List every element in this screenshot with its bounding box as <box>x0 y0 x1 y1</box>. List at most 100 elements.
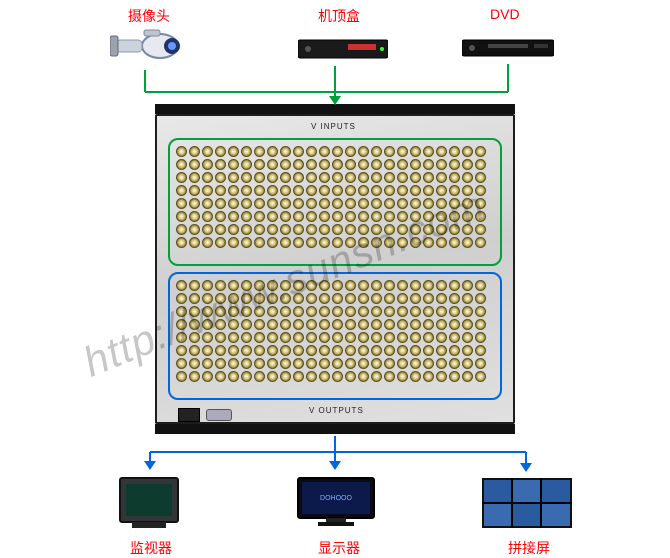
bnc-port <box>436 293 447 304</box>
bnc-port <box>306 332 317 343</box>
bnc-port <box>280 332 291 343</box>
bnc-port <box>462 211 473 222</box>
bnc-port <box>254 332 265 343</box>
bnc-port <box>306 172 317 183</box>
bnc-port <box>267 293 278 304</box>
bnc-port <box>384 371 395 382</box>
bnc-port <box>423 237 434 248</box>
arrow-segment <box>149 452 151 461</box>
bnc-port <box>280 159 291 170</box>
bnc-port <box>332 371 343 382</box>
bnc-port <box>202 146 213 157</box>
bnc-port <box>332 185 343 196</box>
bnc-port <box>436 211 447 222</box>
arrow-head-icon <box>520 463 532 472</box>
bnc-port <box>267 371 278 382</box>
arrow-segment <box>144 70 146 92</box>
bnc-port <box>345 319 356 330</box>
bnc-port <box>228 293 239 304</box>
bnc-port <box>254 293 265 304</box>
bnc-port <box>345 224 356 235</box>
bnc-port <box>332 358 343 369</box>
bnc-port <box>397 358 408 369</box>
arrow-segment <box>507 64 509 92</box>
bnc-port <box>449 345 460 356</box>
bnc-port <box>176 345 187 356</box>
bnc-port <box>371 371 382 382</box>
bnc-port <box>319 293 330 304</box>
bnc-port <box>332 345 343 356</box>
bnc-port <box>436 146 447 157</box>
device-display: DOHOOO <box>296 476 376 528</box>
bnc-port <box>319 224 330 235</box>
matrix-inputs-label: V INPUTS <box>311 122 356 131</box>
bnc-port <box>332 198 343 209</box>
bnc-port <box>371 159 382 170</box>
bnc-port <box>267 159 278 170</box>
bnc-port <box>254 237 265 248</box>
bnc-port <box>228 358 239 369</box>
bnc-port <box>332 332 343 343</box>
bnc-port <box>241 319 252 330</box>
bnc-port <box>319 358 330 369</box>
bnc-port <box>306 159 317 170</box>
bnc-port <box>436 306 447 317</box>
bnc-port <box>215 371 226 382</box>
bnc-port <box>202 345 213 356</box>
bnc-port <box>241 358 252 369</box>
bnc-port <box>358 345 369 356</box>
bnc-port <box>345 280 356 291</box>
bnc-port <box>371 293 382 304</box>
bnc-port <box>475 159 486 170</box>
bnc-port <box>423 293 434 304</box>
bnc-port <box>176 280 187 291</box>
bnc-port <box>293 172 304 183</box>
bnc-port <box>475 306 486 317</box>
bnc-port <box>449 146 460 157</box>
bnc-port <box>267 211 278 222</box>
bnc-port <box>202 211 213 222</box>
bnc-port <box>280 371 291 382</box>
bnc-port <box>410 146 421 157</box>
bnc-port <box>306 224 317 235</box>
bnc-port <box>371 358 382 369</box>
bnc-port <box>449 306 460 317</box>
bnc-port <box>215 358 226 369</box>
device-dvd <box>462 34 554 60</box>
bnc-port <box>384 332 395 343</box>
bnc-port <box>176 306 187 317</box>
bnc-port <box>202 185 213 196</box>
bnc-port <box>371 332 382 343</box>
port-grid-inputs <box>176 146 486 248</box>
bnc-port <box>280 237 291 248</box>
bnc-port <box>319 198 330 209</box>
bnc-port <box>267 345 278 356</box>
bnc-port <box>397 332 408 343</box>
bnc-port <box>280 345 291 356</box>
bnc-port <box>436 358 447 369</box>
bnc-port <box>345 146 356 157</box>
bnc-port <box>371 345 382 356</box>
bnc-port <box>241 332 252 343</box>
bnc-port <box>384 306 395 317</box>
bnc-port <box>371 237 382 248</box>
bnc-port <box>293 293 304 304</box>
bnc-port <box>293 185 304 196</box>
bnc-port <box>345 358 356 369</box>
bnc-port <box>462 319 473 330</box>
bnc-port <box>202 280 213 291</box>
bnc-port <box>267 306 278 317</box>
bnc-port <box>410 159 421 170</box>
bnc-port <box>293 159 304 170</box>
bnc-port <box>358 293 369 304</box>
bnc-port <box>423 159 434 170</box>
bnc-port <box>397 371 408 382</box>
bnc-port <box>254 345 265 356</box>
bnc-port <box>410 172 421 183</box>
bnc-port <box>397 319 408 330</box>
bnc-port <box>475 198 486 209</box>
bnc-port <box>332 319 343 330</box>
bnc-port <box>176 358 187 369</box>
bnc-port <box>228 237 239 248</box>
bnc-port <box>228 332 239 343</box>
